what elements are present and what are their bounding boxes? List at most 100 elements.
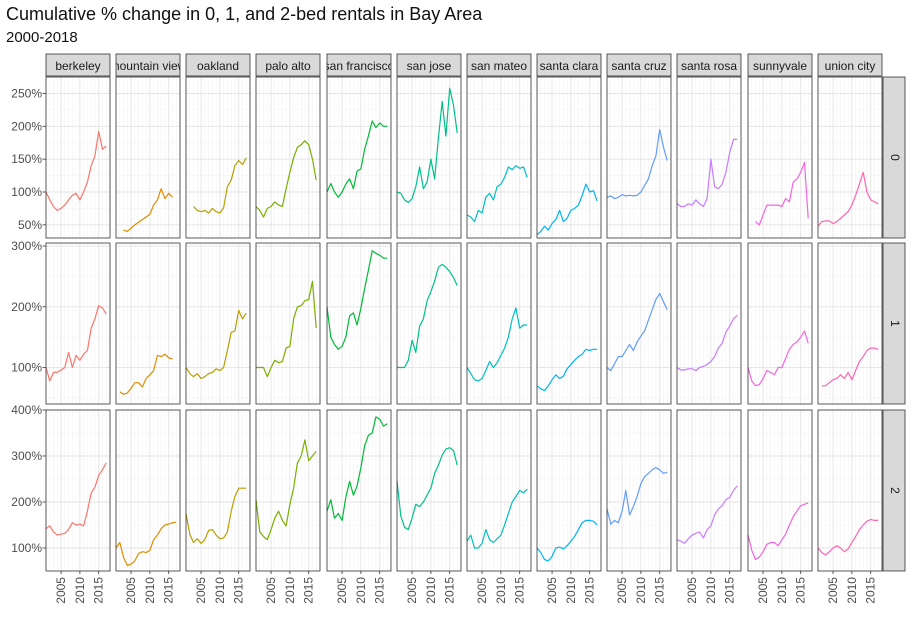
series-line xyxy=(115,521,177,567)
y-tick-label: 300% xyxy=(11,239,42,253)
series-line xyxy=(45,305,107,382)
panel-border xyxy=(185,76,251,239)
facet-strip-row xyxy=(882,76,906,239)
panel-border xyxy=(255,242,321,405)
facet-strip-label: santa cruz xyxy=(611,59,666,73)
series-line xyxy=(536,348,598,392)
facet-strip-column xyxy=(676,53,742,77)
facet-strip-column xyxy=(326,53,392,77)
facet-strip-label: sunnyvale xyxy=(753,59,807,73)
panel-background xyxy=(677,243,741,404)
facet-strip-label: san mateo xyxy=(471,59,527,73)
x-tick-label: 2015 xyxy=(162,577,176,604)
panel-border xyxy=(326,409,392,572)
x-tick-label: 2010 xyxy=(775,577,789,604)
series-line xyxy=(396,447,458,531)
x-tick-label: 2010 xyxy=(634,577,648,604)
panel-background xyxy=(748,243,812,404)
panel-border xyxy=(115,409,181,572)
panel-background xyxy=(116,77,180,238)
series-line xyxy=(606,292,668,372)
facet-strip-label: palo alto xyxy=(265,59,311,73)
panel-border xyxy=(466,242,532,405)
panel-background xyxy=(186,243,250,404)
y-tick-label: 50% xyxy=(18,218,42,232)
panel-background xyxy=(46,77,110,238)
facet-strip-column xyxy=(396,53,462,77)
panel-background xyxy=(677,410,741,571)
panel-background xyxy=(46,243,110,404)
panel-border xyxy=(45,409,111,572)
panel-border xyxy=(676,409,742,572)
panel-background xyxy=(256,243,320,404)
x-tick-label: 2015 xyxy=(302,577,316,604)
panel-background xyxy=(537,410,601,571)
x-tick-label: 2010 xyxy=(213,577,227,604)
panel-background xyxy=(397,77,461,238)
facet-strip-label: mountain view xyxy=(110,59,187,73)
facet-strip-column xyxy=(536,53,602,77)
facet-strip-column xyxy=(185,53,251,77)
series-line xyxy=(536,519,598,562)
facet-strip-column xyxy=(817,53,883,77)
series-line xyxy=(326,120,388,198)
panel-background xyxy=(186,77,250,238)
x-tick-label: 2010 xyxy=(143,577,157,604)
x-tick-label: 2005 xyxy=(475,577,489,604)
panel-border xyxy=(466,409,532,572)
panel-background xyxy=(467,243,531,404)
x-tick-label: 2015 xyxy=(794,577,808,604)
facet-strip-row-label: 1 xyxy=(888,320,902,327)
panel-background xyxy=(467,410,531,571)
panel-border xyxy=(185,409,251,572)
panel-border xyxy=(747,242,813,405)
panel-border xyxy=(606,76,672,239)
x-tick-label: 2005 xyxy=(756,577,770,604)
panel-background xyxy=(607,77,671,238)
series-line xyxy=(676,314,738,372)
facet-strip-label: san francisco xyxy=(324,59,395,73)
x-tick-label: 2005 xyxy=(685,577,699,604)
series-line xyxy=(326,250,388,350)
series-line xyxy=(755,161,809,226)
panel-background xyxy=(116,410,180,571)
x-tick-label: 2015 xyxy=(513,577,527,604)
series-line xyxy=(466,307,528,382)
panel-border xyxy=(396,409,462,572)
series-line xyxy=(255,140,317,218)
facet-strip-row xyxy=(882,409,906,572)
x-tick-label: 2010 xyxy=(494,577,508,604)
chart-subtitle: 2000-2018 xyxy=(6,29,78,46)
series-line xyxy=(466,488,528,549)
x-tick-label: 2005 xyxy=(335,577,349,604)
panel-background xyxy=(46,410,110,571)
x-tick-label: 2005 xyxy=(545,577,559,604)
facet-strip-label: santa rosa xyxy=(681,59,737,73)
panel-border xyxy=(255,409,321,572)
x-tick-label: 2005 xyxy=(264,577,278,604)
facet-strip-label: santa clara xyxy=(540,59,599,73)
x-tick-label: 2015 xyxy=(723,577,737,604)
facet-strip-label: union city xyxy=(825,59,876,73)
series-line xyxy=(193,157,247,214)
x-tick-label: 2015 xyxy=(373,577,387,604)
series-line xyxy=(606,466,668,525)
panel-border xyxy=(45,242,111,405)
panel-border xyxy=(676,242,742,405)
facet-strip-label: berkeley xyxy=(55,59,100,73)
x-tick-label: 2015 xyxy=(864,577,878,604)
panel-border xyxy=(747,409,813,572)
y-tick-label: 150% xyxy=(11,152,42,166)
panel-border xyxy=(115,242,181,405)
y-tick-label: 100% xyxy=(11,541,42,555)
series-line xyxy=(119,353,173,395)
panel-background xyxy=(327,243,391,404)
panel-border xyxy=(536,76,602,239)
x-tick-label: 2010 xyxy=(283,577,297,604)
x-tick-label: 2010 xyxy=(354,577,368,604)
panel-border xyxy=(326,242,392,405)
series-line xyxy=(185,309,247,380)
x-tick-label: 2005 xyxy=(194,577,208,604)
panel-border xyxy=(115,76,181,239)
